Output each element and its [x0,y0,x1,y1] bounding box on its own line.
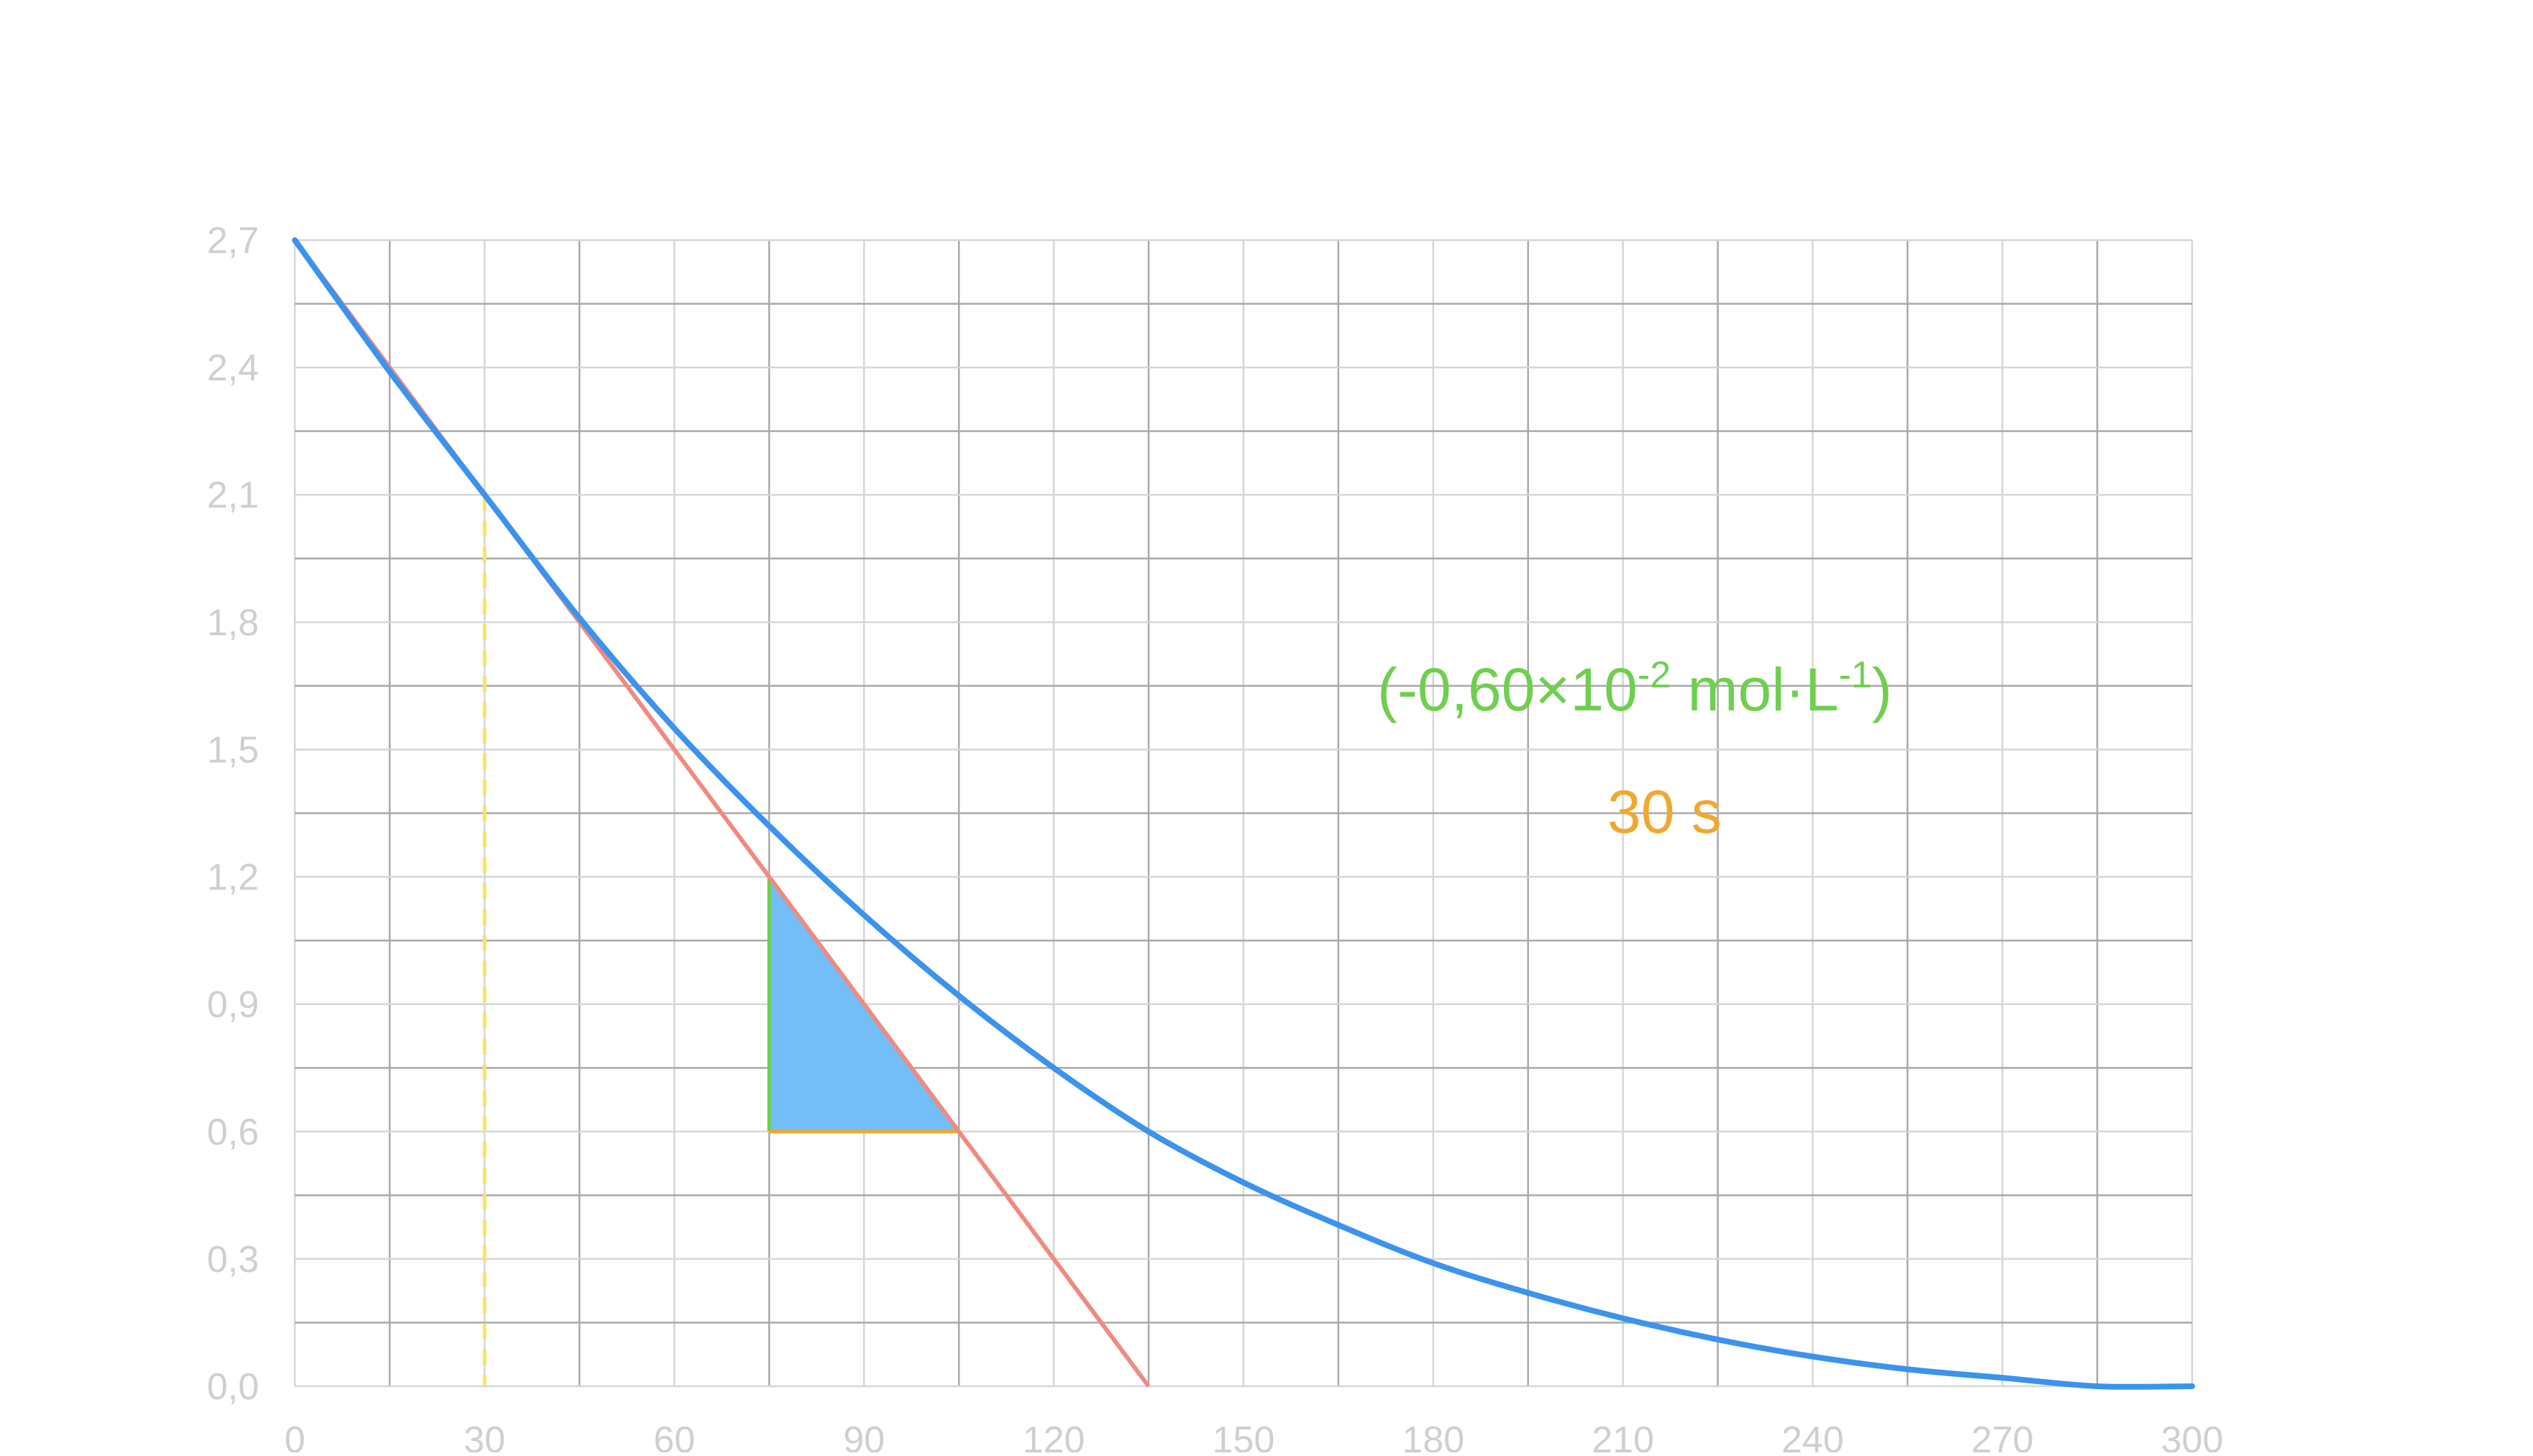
x-tick-label: 60 [654,1419,695,1452]
annotations: (-0,60×10-2 mol·L-1) 30 s [1377,654,1892,846]
chart-marks [292,237,2195,1390]
concentration-curve [292,237,2195,1390]
x-tick-label: 270 [1971,1419,2034,1452]
x-tick-label: 240 [1781,1419,1844,1452]
x-tick-label: 0 [285,1419,306,1452]
y-tick-label: 2,7 [207,220,259,262]
delta-time-label: 30 s [1607,778,1722,846]
y-tick-label: 2,4 [207,347,259,389]
y-tick-label: 0,3 [207,1239,259,1281]
x-tick-label: 210 [1592,1419,1654,1452]
axis-ticks: 0 30 60 90 120 150 180 210 240 270 300 0,0 0,3 0,6 0,9… [207,220,2224,1456]
grid [293,239,2194,1388]
y-tick-label: 0,0 [207,1366,259,1408]
y-tick-label: 1,2 [207,857,259,899]
x-tick-label: 120 [1023,1419,1085,1452]
y-tick-label: 1,5 [207,729,259,771]
y-tick-label: 2,1 [207,475,259,516]
y-tick-label: 1,8 [207,602,259,644]
x-tick-label: 90 [843,1419,885,1452]
y-tick-label: 0,9 [207,984,259,1026]
x-tick-label: 300 [2161,1419,2224,1452]
delta-concentration-label: (-0,60×10-2 mol·L-1) [1377,654,1892,723]
x-tick-label: 30 [464,1419,506,1452]
y-tick-label: 0,6 [207,1112,259,1153]
x-tick-label: 180 [1402,1419,1464,1452]
x-tick-label: 150 [1213,1419,1275,1452]
